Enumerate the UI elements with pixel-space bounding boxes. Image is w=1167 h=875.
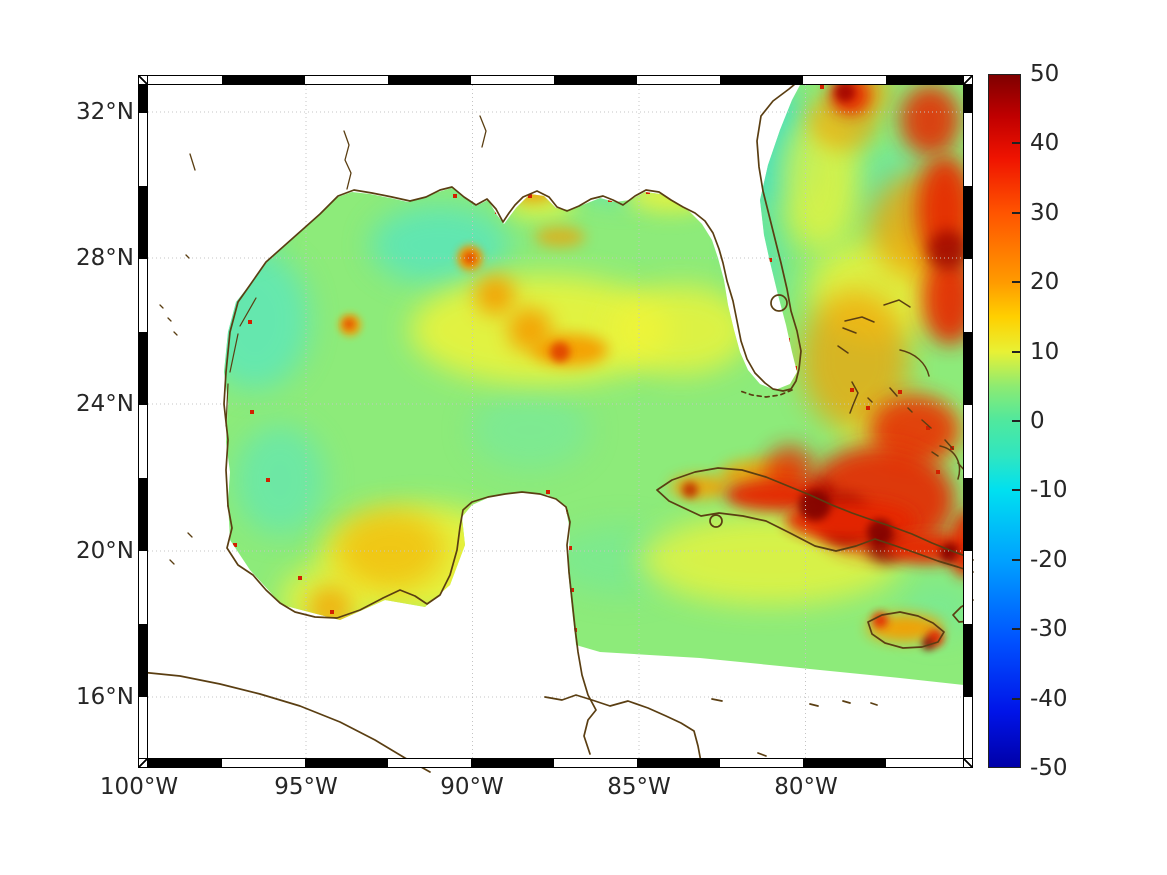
colorbar-tick: [1012, 559, 1020, 561]
border-corner-topleft: [138, 75, 148, 85]
x-tick-label: 95°W: [274, 774, 338, 800]
border-corner-bottomright: [963, 758, 973, 768]
colorbar-tick-label: -30: [1030, 616, 1068, 642]
small-lagoons-and-lakes: [159, 115, 487, 565]
coast-bahamas: [837, 299, 966, 480]
x-tick-label: 90°W: [440, 774, 504, 800]
colorbar-tick: [1012, 628, 1020, 630]
map-border-left: [138, 75, 148, 768]
y-tick-label: 16°N: [76, 684, 134, 710]
isla-juventud: [709, 514, 723, 528]
colorbar-tick: [1012, 142, 1020, 144]
data-field: [224, 85, 973, 686]
map-border-top: [138, 75, 973, 85]
colorbar-tick-label: 30: [1030, 200, 1060, 226]
colorbar-tick-label: 10: [1030, 339, 1060, 365]
coast-mexico-pacific: [139, 671, 431, 773]
y-tick-label: 32°N: [76, 99, 134, 125]
coast-us-gulf-florida: [223, 78, 802, 507]
texas-barrier-islands: [225, 297, 257, 427]
colorbar-tick-label: 0: [1030, 408, 1045, 434]
gridlines: [148, 85, 963, 758]
coast-jamaica: [867, 611, 945, 649]
colorbar-tick: [1012, 351, 1020, 353]
colorbar-tick: [1012, 489, 1020, 491]
colorbar-tick: [1012, 212, 1020, 214]
colorbar-tick-label: -10: [1030, 477, 1068, 503]
border-corner-topright: [963, 75, 973, 85]
colorbar-tick: [1012, 420, 1020, 422]
colorbar-tick-label: -40: [1030, 686, 1068, 712]
y-tick-label: 20°N: [76, 538, 134, 564]
red-hotspots: [682, 85, 973, 650]
x-tick-label: 100°W: [99, 774, 179, 800]
y-tick-label: 24°N: [76, 391, 134, 417]
x-tick-label: 85°W: [607, 774, 671, 800]
map-border-bottom: [138, 758, 973, 768]
coast-cuba: [656, 467, 974, 573]
colorbar-tick-label: -20: [1030, 547, 1068, 573]
coastlines: [139, 78, 974, 773]
y-tick-label: 28°N: [76, 245, 134, 271]
colorbar-tick-label: -50: [1030, 755, 1068, 781]
border-corner-bottomleft: [138, 758, 148, 768]
colorbar-tick-label: 20: [1030, 269, 1060, 295]
lake-okeechobee: [770, 294, 788, 312]
x-tick-label: 80°W: [774, 774, 838, 800]
map-border-right: [963, 75, 973, 768]
colorbar-tick: [1012, 698, 1020, 700]
colorbar-tick-label: 50: [1030, 61, 1060, 87]
colorbar-tick-label: 40: [1030, 130, 1060, 156]
coast-honduras: [544, 694, 878, 763]
colorbar-tick: [1012, 281, 1020, 283]
coast-mexico-yucatan: [226, 491, 597, 755]
florida-keys: [739, 389, 793, 398]
